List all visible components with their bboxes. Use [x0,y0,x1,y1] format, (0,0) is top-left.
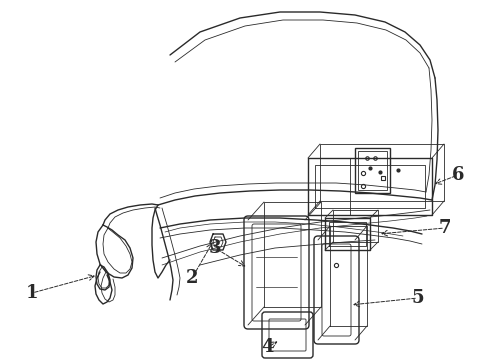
Text: 6: 6 [452,166,464,184]
Text: 7: 7 [439,219,451,237]
Bar [355,148,390,193]
Bar [358,151,387,190]
Text: 2: 2 [186,269,198,287]
Text: 4: 4 [262,338,274,356]
Text: 3: 3 [209,239,221,257]
Text: 5: 5 [412,289,424,307]
Text: 1: 1 [26,284,38,302]
